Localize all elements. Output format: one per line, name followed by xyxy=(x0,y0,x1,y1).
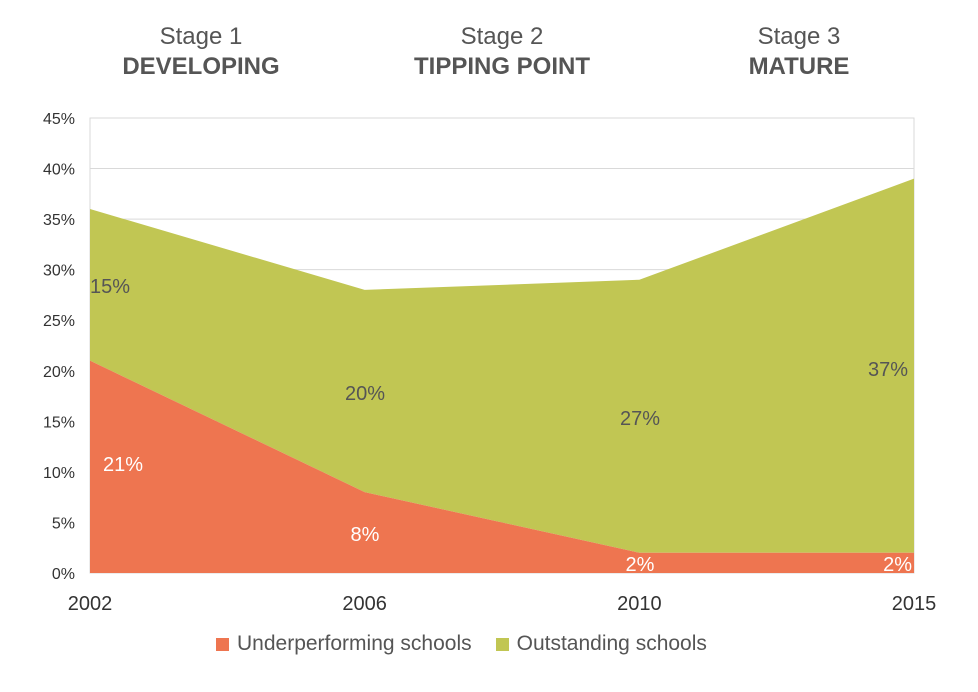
legend-swatch-outstanding xyxy=(495,637,509,651)
x-tick-label: 2002 xyxy=(68,593,113,615)
stage-number: Stage 3 xyxy=(757,23,841,50)
stage-number: Stage 2 xyxy=(460,23,544,50)
y-tick-label: 35% xyxy=(43,212,75,229)
y-tick-label: 30% xyxy=(43,263,75,280)
stage-3-heading: Stage 3 MATURE xyxy=(669,22,929,82)
data-label-outstanding: 27% xyxy=(620,408,660,430)
data-label-underperforming: 21% xyxy=(103,454,143,476)
y-tick-label: 15% xyxy=(43,414,75,431)
chart-legend: Underperforming schools Outstanding scho… xyxy=(216,632,731,656)
y-tick-label: 20% xyxy=(43,364,75,381)
legend-swatch-underperforming xyxy=(216,637,229,651)
legend-item-outstanding: Outstanding schools xyxy=(495,632,707,656)
y-tick-label: 10% xyxy=(43,465,75,482)
y-tick-label: 45% xyxy=(43,111,75,128)
x-tick-label: 2015 xyxy=(892,593,937,615)
data-label-outstanding: 15% xyxy=(90,276,130,298)
area-outstanding-schools xyxy=(90,178,914,553)
x-tick-label: 2010 xyxy=(617,593,662,615)
legend-label-outstanding: Outstanding schools xyxy=(516,632,707,655)
stage-name: MATURE xyxy=(748,53,850,80)
y-tick-label: 5% xyxy=(52,515,75,532)
stage-name: TIPPING POINT xyxy=(413,53,590,80)
data-label-underperforming: 8% xyxy=(351,524,380,546)
data-label-underperforming: 2% xyxy=(626,554,655,576)
data-label-outstanding: 20% xyxy=(345,383,385,405)
stage-name: DEVELOPING xyxy=(122,53,280,80)
x-tick-label: 2006 xyxy=(342,593,387,615)
data-label-outstanding: 37% xyxy=(868,359,908,381)
stage-number: Stage 1 xyxy=(159,23,243,50)
y-tick-label: 25% xyxy=(43,313,75,330)
data-label-underperforming: 2% xyxy=(883,554,912,576)
stage-1-heading: Stage 1 DEVELOPING xyxy=(71,22,331,82)
area-underperforming-schools xyxy=(90,360,914,573)
stage-2-heading: Stage 2 TIPPING POINT xyxy=(372,22,632,82)
legend-item-underperforming: Underperforming schools xyxy=(216,632,472,656)
y-tick-label: 0% xyxy=(52,566,75,583)
y-tick-label: 40% xyxy=(43,162,75,179)
legend-label-underperforming: Underperforming schools xyxy=(237,632,472,655)
